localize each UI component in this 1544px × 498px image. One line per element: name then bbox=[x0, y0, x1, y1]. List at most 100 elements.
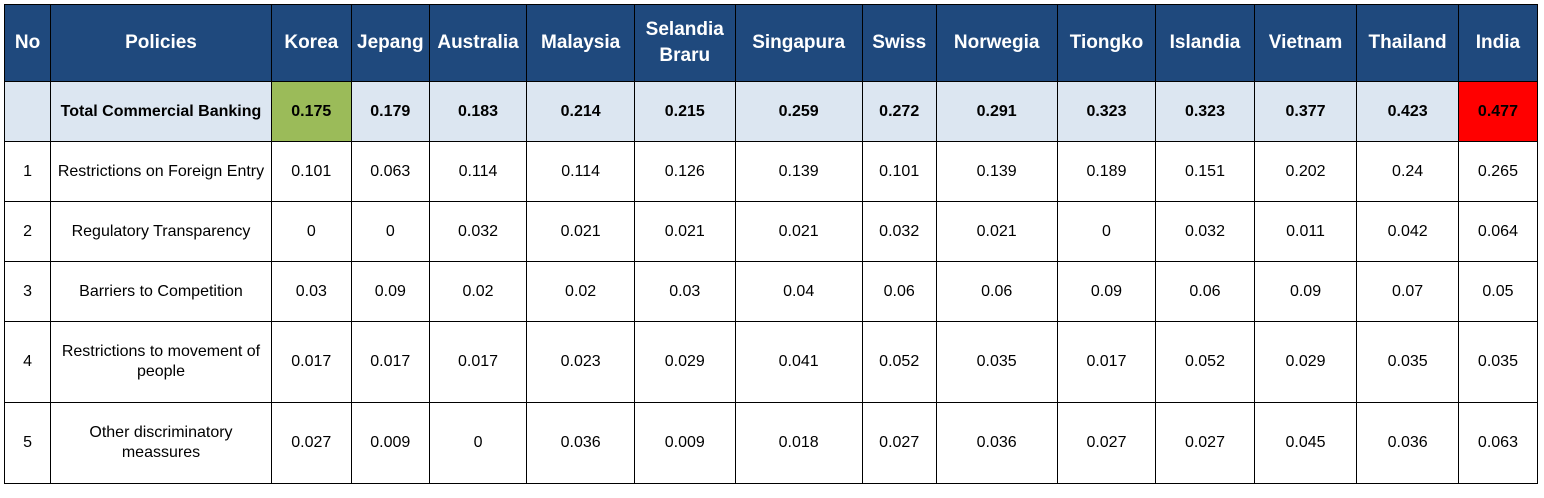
cell-value: 0.027 bbox=[1056, 402, 1157, 484]
total-value: 0.259 bbox=[734, 81, 863, 142]
cell-value: 0.036 bbox=[1356, 402, 1459, 484]
cell-value: 0.09 bbox=[1253, 261, 1358, 322]
cell-value: 0.139 bbox=[734, 141, 863, 202]
header-country: Australia bbox=[428, 4, 528, 82]
header-country: India bbox=[1457, 4, 1539, 82]
cell-value: 0.036 bbox=[935, 402, 1058, 484]
cell-value: 0.029 bbox=[633, 321, 736, 403]
cell-value: 0.151 bbox=[1155, 141, 1255, 202]
cell-value: 0.009 bbox=[633, 402, 736, 484]
cell-value: 0.032 bbox=[1155, 201, 1255, 262]
header-country: Vietnam bbox=[1253, 4, 1358, 82]
total-value: 0.377 bbox=[1253, 81, 1358, 142]
cell-value: 0.02 bbox=[526, 261, 635, 322]
cell-value: 0.029 bbox=[1253, 321, 1358, 403]
cell-value: 0.114 bbox=[526, 141, 635, 202]
header-no: No bbox=[3, 4, 52, 82]
cell-value: 0.017 bbox=[350, 321, 430, 403]
table-row: 5 Other discriminatory meassures 0.027 0… bbox=[3, 402, 1539, 484]
cell-value: 0.023 bbox=[526, 321, 635, 403]
cell-value: 0.021 bbox=[633, 201, 736, 262]
row-number: 2 bbox=[3, 201, 52, 262]
cell-value: 0.101 bbox=[861, 141, 937, 202]
cell-value: 0.045 bbox=[1253, 402, 1358, 484]
cell-value: 0.202 bbox=[1253, 141, 1358, 202]
header-country: Selandia Braru bbox=[633, 4, 736, 82]
row-number: 4 bbox=[3, 321, 52, 403]
cell-value: 0.035 bbox=[935, 321, 1058, 403]
cell-value: 0.052 bbox=[1155, 321, 1255, 403]
cell-value: 0.017 bbox=[1056, 321, 1157, 403]
cell-value: 0.027 bbox=[861, 402, 937, 484]
total-value: 0.215 bbox=[633, 81, 736, 142]
cell-value: 0.042 bbox=[1356, 201, 1459, 262]
cell-value: 0.032 bbox=[428, 201, 528, 262]
policy-name: Barriers to Competition bbox=[50, 261, 272, 322]
cell-value: 0.07 bbox=[1356, 261, 1459, 322]
cell-value: 0.114 bbox=[428, 141, 528, 202]
cell-value: 0.063 bbox=[350, 141, 430, 202]
cell-value: 0.018 bbox=[734, 402, 863, 484]
header-country: Singapura bbox=[734, 4, 863, 82]
total-value: 0.423 bbox=[1356, 81, 1459, 142]
cell-value: 0.06 bbox=[861, 261, 937, 322]
header-country: Tiongko bbox=[1056, 4, 1157, 82]
policy-name: Total Commercial Banking bbox=[50, 81, 272, 142]
cell-value: 0.011 bbox=[1253, 201, 1358, 262]
header-country: Norwegia bbox=[935, 4, 1058, 82]
header-country: Thailand bbox=[1356, 4, 1459, 82]
cell-value: 0 bbox=[350, 201, 430, 262]
header-country: Swiss bbox=[861, 4, 937, 82]
cell-value: 0.027 bbox=[270, 402, 352, 484]
cell-value: 0.06 bbox=[1155, 261, 1255, 322]
header-row: No Policies Korea Jepang Australia Malay… bbox=[3, 4, 1539, 82]
policy-name: Restrictions to movement of people bbox=[50, 321, 272, 403]
header-country: Islandia bbox=[1155, 4, 1255, 82]
cell-value: 0.06 bbox=[935, 261, 1058, 322]
cell-value: 0.03 bbox=[270, 261, 352, 322]
cell-value: 0.09 bbox=[350, 261, 430, 322]
cell-value: 0.009 bbox=[350, 402, 430, 484]
cell-value: 0.24 bbox=[1356, 141, 1459, 202]
cell-value: 0.126 bbox=[633, 141, 736, 202]
row-number bbox=[3, 81, 52, 142]
commercial-banking-restrictions-table: No Policies Korea Jepang Australia Malay… bbox=[3, 4, 1539, 484]
cell-value: 0.017 bbox=[428, 321, 528, 403]
cell-value: 0.021 bbox=[935, 201, 1058, 262]
cell-value: 0.265 bbox=[1457, 141, 1539, 202]
header-country: Jepang bbox=[350, 4, 430, 82]
cell-value: 0.021 bbox=[526, 201, 635, 262]
table-row: 1 Restrictions on Foreign Entry 0.101 0.… bbox=[3, 141, 1539, 202]
cell-value: 0.064 bbox=[1457, 201, 1539, 262]
total-value: 0.272 bbox=[861, 81, 937, 142]
policy-name: Other discriminatory meassures bbox=[50, 402, 272, 484]
cell-value: 0.139 bbox=[935, 141, 1058, 202]
cell-value: 0.035 bbox=[1457, 321, 1539, 403]
total-value-lowest: 0.175 bbox=[270, 81, 352, 142]
cell-value: 0 bbox=[270, 201, 352, 262]
table-row: 2 Regulatory Transparency 0 0 0.032 0.02… bbox=[3, 201, 1539, 262]
cell-value: 0.027 bbox=[1155, 402, 1255, 484]
cell-value: 0 bbox=[1056, 201, 1157, 262]
cell-value: 0.063 bbox=[1457, 402, 1539, 484]
header-country: Malaysia bbox=[526, 4, 635, 82]
cell-value: 0 bbox=[428, 402, 528, 484]
total-value: 0.291 bbox=[935, 81, 1058, 142]
cell-value: 0.041 bbox=[734, 321, 863, 403]
table-row: 4 Restrictions to movement of people 0.0… bbox=[3, 321, 1539, 403]
cell-value: 0.101 bbox=[270, 141, 352, 202]
total-value: 0.323 bbox=[1155, 81, 1255, 142]
table-row: 3 Barriers to Competition 0.03 0.09 0.02… bbox=[3, 261, 1539, 322]
cell-value: 0.032 bbox=[861, 201, 937, 262]
cell-value: 0.052 bbox=[861, 321, 937, 403]
row-number: 3 bbox=[3, 261, 52, 322]
policy-name: Regulatory Transparency bbox=[50, 201, 272, 262]
row-number: 5 bbox=[3, 402, 52, 484]
cell-value: 0.035 bbox=[1356, 321, 1459, 403]
total-value: 0.323 bbox=[1056, 81, 1157, 142]
row-number: 1 bbox=[3, 141, 52, 202]
cell-value: 0.021 bbox=[734, 201, 863, 262]
table-container: No Policies Korea Jepang Australia Malay… bbox=[3, 4, 1539, 484]
cell-value: 0.036 bbox=[526, 402, 635, 484]
cell-value: 0.189 bbox=[1056, 141, 1157, 202]
